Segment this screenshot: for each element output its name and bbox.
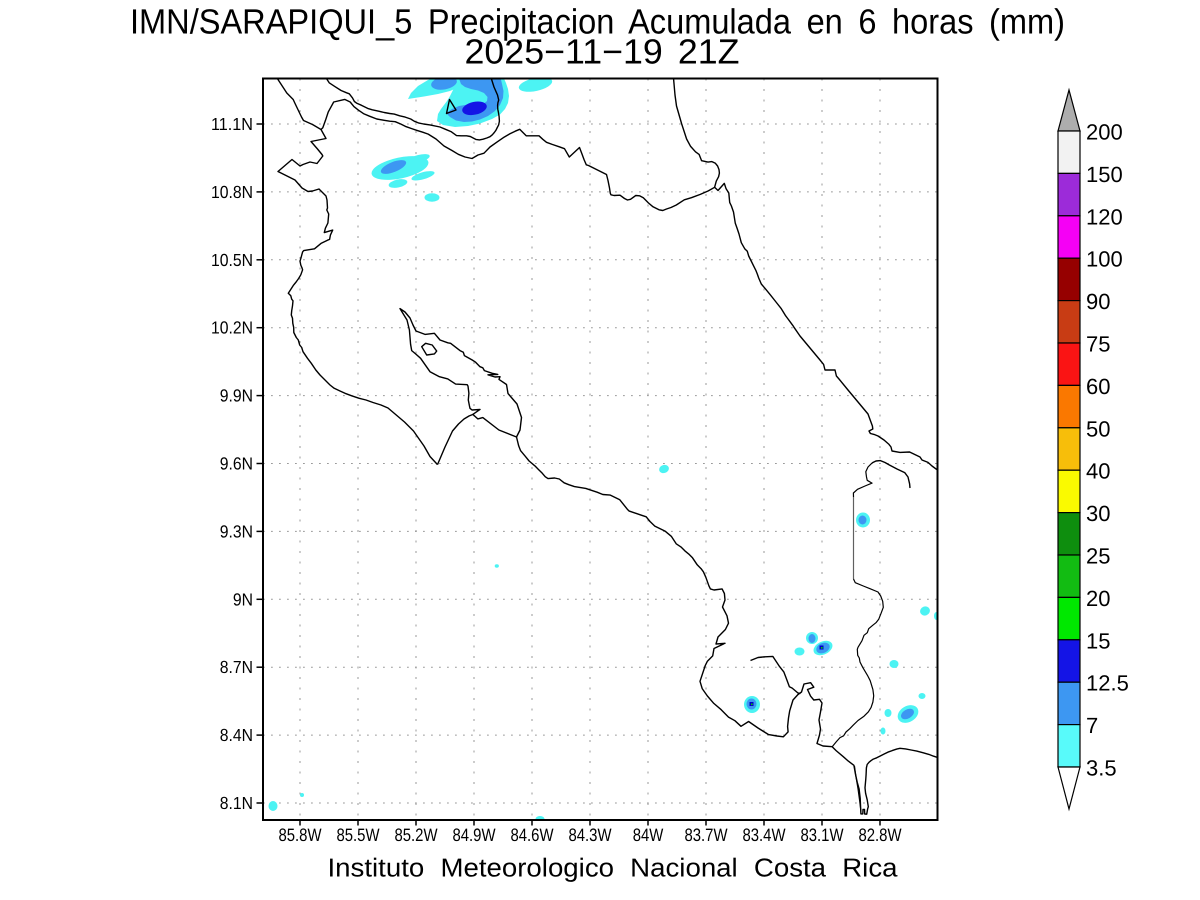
svg-text:30: 30 [1086, 501, 1110, 526]
svg-text:83.7W: 83.7W [685, 825, 728, 845]
svg-text:2025−11−19 21Z: 2025−11−19 21Z [465, 33, 740, 72]
svg-text:200: 200 [1086, 120, 1123, 145]
svg-text:75: 75 [1086, 332, 1110, 357]
svg-text:84.3W: 84.3W [569, 825, 612, 845]
svg-text:10.8N: 10.8N [211, 182, 253, 202]
svg-text:85.2W: 85.2W [395, 825, 438, 845]
svg-text:84W: 84W [633, 825, 664, 845]
svg-text:84.6W: 84.6W [511, 825, 554, 845]
svg-text:9.9N: 9.9N [220, 386, 253, 406]
svg-text:15: 15 [1086, 628, 1110, 653]
svg-text:40: 40 [1086, 459, 1110, 484]
svg-text:11.1N: 11.1N [211, 114, 253, 134]
svg-text:Instituto Meteorologico Nacion: Instituto Meteorologico Nacional Costa R… [328, 853, 899, 883]
svg-text:10.5N: 10.5N [211, 250, 253, 270]
svg-text:50: 50 [1086, 416, 1110, 441]
svg-text:9N: 9N [233, 589, 253, 609]
svg-text:83.4W: 83.4W [743, 825, 786, 845]
svg-text:85.5W: 85.5W [337, 825, 380, 845]
svg-text:IMN/SARAPIQUI_5 Precipitacion: IMN/SARAPIQUI_5 Precipitacion Acumulada … [130, 3, 1065, 42]
svg-text:12.5: 12.5 [1086, 671, 1129, 696]
svg-text:90: 90 [1086, 289, 1110, 314]
svg-text:9.6N: 9.6N [220, 454, 253, 474]
svg-text:83.1W: 83.1W [801, 825, 844, 845]
svg-text:85.8W: 85.8W [279, 825, 322, 845]
svg-text:9.3N: 9.3N [220, 521, 253, 541]
svg-text:84.9W: 84.9W [453, 825, 496, 845]
svg-text:100: 100 [1086, 247, 1123, 272]
svg-text:7: 7 [1086, 713, 1098, 738]
svg-text:120: 120 [1086, 204, 1123, 229]
svg-text:20: 20 [1086, 586, 1110, 611]
svg-text:82.8W: 82.8W [859, 825, 902, 845]
svg-text:150: 150 [1086, 162, 1123, 187]
svg-text:8.1N: 8.1N [220, 793, 253, 813]
svg-text:25: 25 [1086, 544, 1110, 569]
svg-text:60: 60 [1086, 374, 1110, 399]
svg-text:8.4N: 8.4N [220, 725, 253, 745]
svg-text:3.5: 3.5 [1086, 756, 1117, 781]
svg-text:10.2N: 10.2N [211, 318, 253, 338]
svg-text:8.7N: 8.7N [220, 657, 253, 677]
